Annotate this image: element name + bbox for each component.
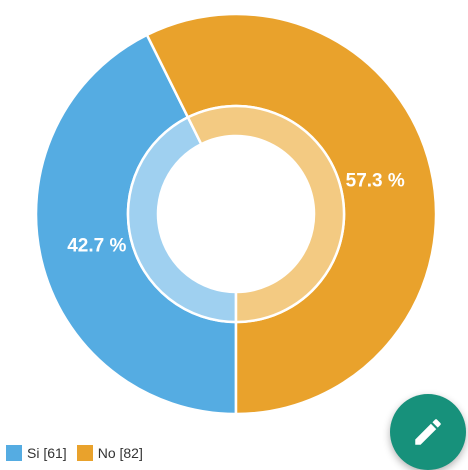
legend: Si [61] No [82] [6, 443, 153, 463]
legend-swatch-no [76, 445, 93, 461]
legend-item-no[interactable]: No [82] [76, 445, 143, 461]
center-hole [158, 136, 314, 292]
legend-label-si: Si [61] [27, 445, 67, 461]
inner-slice-no [186, 104, 346, 324]
percent-label-no: 57.3 % [346, 170, 405, 191]
legend-label-no: No [82] [97, 445, 143, 461]
legend-swatch-si [6, 445, 22, 461]
pencil-icon [415, 419, 441, 445]
edit-fab-button[interactable] [390, 394, 466, 470]
legend-item-si[interactable]: Si [61] [6, 445, 67, 461]
percent-labels: 42.7 % 57.3 % [67, 170, 405, 256]
percent-label-si: 42.7 % [67, 236, 126, 257]
